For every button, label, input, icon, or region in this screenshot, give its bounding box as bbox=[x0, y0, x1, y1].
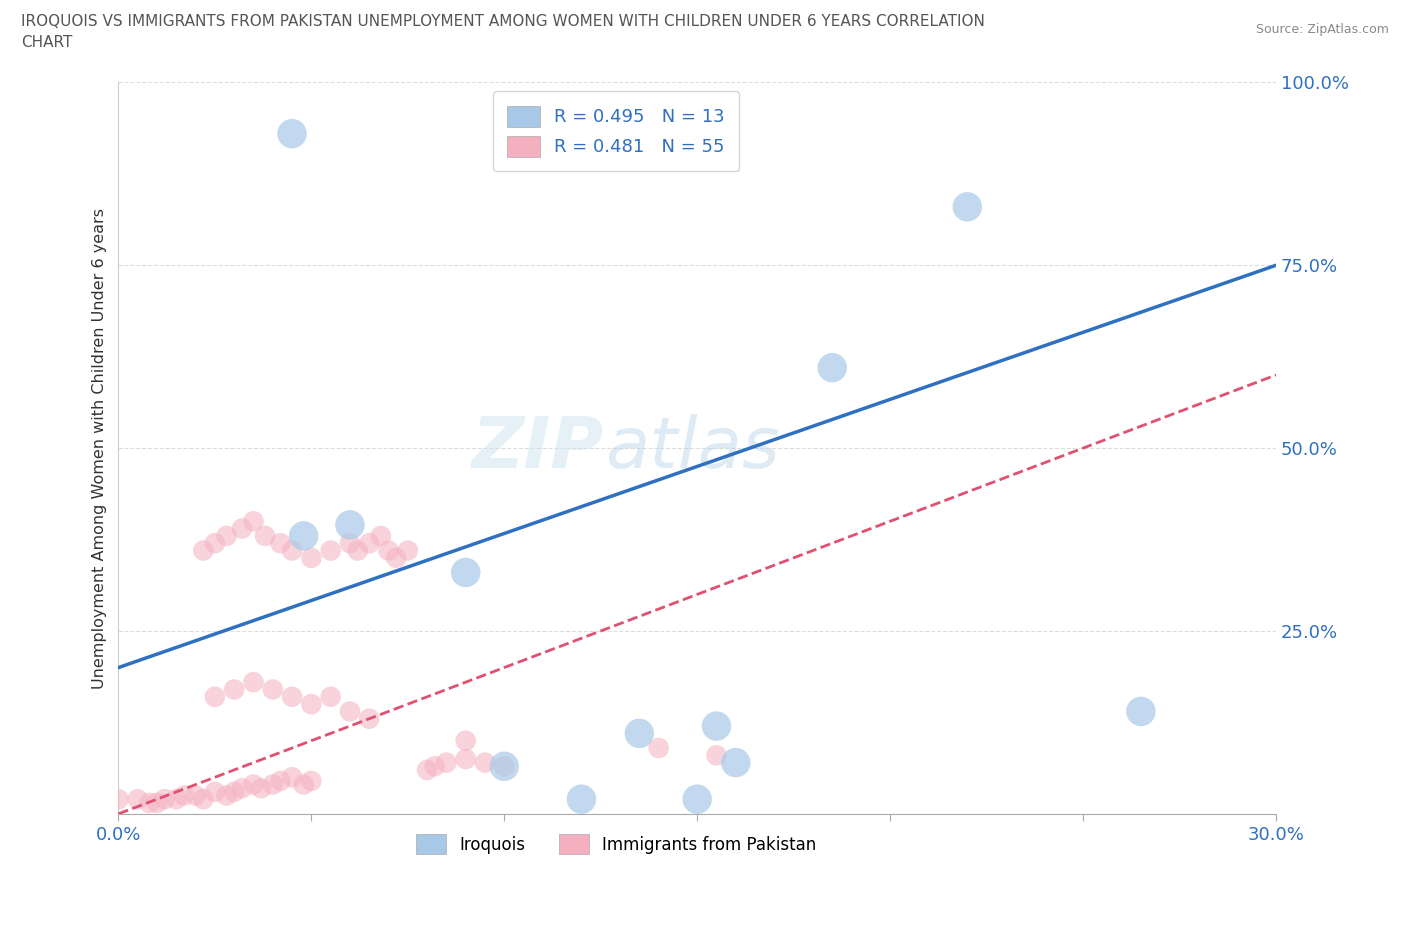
Point bbox=[281, 770, 304, 785]
Point bbox=[299, 697, 322, 711]
Point bbox=[242, 514, 264, 529]
Y-axis label: Unemployment Among Women with Children Under 6 years: Unemployment Among Women with Children U… bbox=[93, 207, 107, 688]
Point bbox=[454, 565, 477, 580]
Point bbox=[165, 791, 187, 806]
Point bbox=[821, 360, 844, 375]
Point bbox=[319, 689, 342, 704]
Point bbox=[385, 551, 408, 565]
Point bbox=[686, 791, 709, 806]
Point bbox=[231, 781, 253, 796]
Text: IROQUOIS VS IMMIGRANTS FROM PAKISTAN UNEMPLOYMENT AMONG WOMEN WITH CHILDREN UNDE: IROQUOIS VS IMMIGRANTS FROM PAKISTAN UNE… bbox=[21, 14, 986, 29]
Point bbox=[494, 759, 516, 774]
Point bbox=[724, 755, 747, 770]
Point bbox=[215, 788, 238, 803]
Point bbox=[706, 719, 728, 734]
Point bbox=[377, 543, 399, 558]
Point bbox=[173, 788, 195, 803]
Text: Source: ZipAtlas.com: Source: ZipAtlas.com bbox=[1256, 23, 1389, 36]
Point bbox=[254, 528, 277, 543]
Point bbox=[359, 711, 381, 726]
Point bbox=[434, 755, 457, 770]
Point bbox=[359, 536, 381, 551]
Text: atlas: atlas bbox=[605, 414, 779, 483]
Point bbox=[346, 543, 368, 558]
Point bbox=[204, 536, 226, 551]
Point bbox=[146, 795, 169, 810]
Point bbox=[319, 543, 342, 558]
Point bbox=[299, 774, 322, 789]
Point bbox=[242, 675, 264, 690]
Point bbox=[242, 777, 264, 792]
Point bbox=[339, 536, 361, 551]
Point bbox=[339, 704, 361, 719]
Point bbox=[107, 791, 129, 806]
Point bbox=[204, 784, 226, 799]
Point bbox=[339, 517, 361, 532]
Point bbox=[396, 543, 419, 558]
Point bbox=[292, 528, 315, 543]
Point bbox=[494, 759, 516, 774]
Point bbox=[281, 689, 304, 704]
Point bbox=[571, 791, 593, 806]
Point bbox=[138, 795, 160, 810]
Point bbox=[262, 777, 284, 792]
Point bbox=[370, 528, 392, 543]
Point bbox=[269, 774, 291, 789]
Point bbox=[193, 791, 215, 806]
Point bbox=[299, 551, 322, 565]
Point bbox=[423, 759, 446, 774]
Point bbox=[184, 788, 207, 803]
Point bbox=[231, 521, 253, 536]
Point bbox=[153, 791, 176, 806]
Point bbox=[204, 689, 226, 704]
Point bbox=[416, 763, 439, 777]
Point bbox=[262, 682, 284, 697]
Point bbox=[193, 543, 215, 558]
Legend: Iroquois, Immigrants from Pakistan: Iroquois, Immigrants from Pakistan bbox=[409, 828, 823, 860]
Point bbox=[706, 748, 728, 763]
Point bbox=[250, 781, 273, 796]
Point bbox=[474, 755, 496, 770]
Point bbox=[292, 777, 315, 792]
Point bbox=[454, 751, 477, 766]
Point bbox=[628, 726, 651, 741]
Point bbox=[224, 784, 246, 799]
Point bbox=[1129, 704, 1152, 719]
Point bbox=[647, 740, 669, 755]
Point bbox=[127, 791, 149, 806]
Point bbox=[269, 536, 291, 551]
Point bbox=[224, 682, 246, 697]
Point bbox=[956, 199, 979, 214]
Text: ZIP: ZIP bbox=[472, 414, 605, 483]
Point bbox=[281, 543, 304, 558]
Point bbox=[215, 528, 238, 543]
Point bbox=[281, 126, 304, 141]
Point bbox=[454, 733, 477, 748]
Text: CHART: CHART bbox=[21, 35, 73, 50]
